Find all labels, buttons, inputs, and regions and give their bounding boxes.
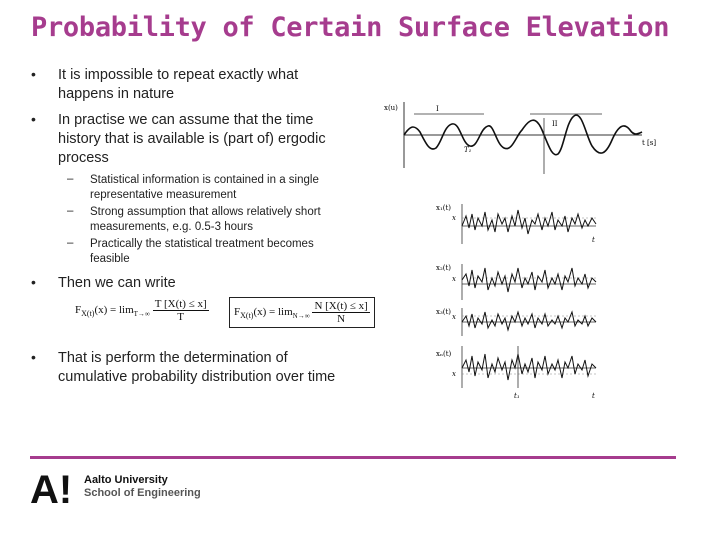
sub-bullet-text: Practically the statistical treatment be… xyxy=(90,237,314,267)
t-axis-label: t [s] xyxy=(642,139,656,147)
x-level-label: x xyxy=(452,275,456,283)
record-2-label: x₂(t) xyxy=(436,264,451,272)
bullet-line: process xyxy=(58,150,109,166)
bullet-text: In practise we can assume that the time … xyxy=(58,111,326,168)
formula-subscript: X(t) xyxy=(240,311,254,321)
bullet-text: It is impossible to repeat exactly what … xyxy=(58,66,298,104)
segment-label: T₁ xyxy=(464,146,472,154)
ensemble-figure: x₁(t) x t x₂(t) x x₃(t) x xₙ(t) x t₁ t xyxy=(436,204,597,400)
sub-bullet-text: Strong assumption that allows relatively… xyxy=(90,205,321,235)
sub-bullet-line: Strong assumption that allows relatively… xyxy=(90,206,321,218)
formula-argument: (x) = lim xyxy=(253,306,293,319)
sub-bullet-line: feasible xyxy=(90,253,130,265)
sub-bullet-line: representative measurement xyxy=(90,189,237,201)
sub-bullet-marker: – xyxy=(67,205,74,217)
formula-denominator: N xyxy=(337,313,346,325)
formula-symbol: F xyxy=(75,304,82,317)
sub-bullet-line: Practically the statistical treatment be… xyxy=(90,238,314,250)
x-level-label: x xyxy=(452,313,456,321)
time-history-curve xyxy=(403,114,643,156)
bullet-line: In practise we can assume that the time xyxy=(58,112,314,128)
bullet-line: cumulative probability distribution over… xyxy=(58,369,336,385)
y-axis-label: x(u) xyxy=(384,104,398,112)
footer-divider xyxy=(30,456,676,459)
slide-title: Probability of Certain Surface Elevation xyxy=(31,12,670,43)
bullet-line: That is perform the determination of xyxy=(58,350,288,366)
formula-subscript: X(t) xyxy=(81,309,95,319)
formula-argument: (x) = lim xyxy=(94,304,134,317)
formula-time-average: FX(t)(x) = limT→∞ T [X(t) ≤ x] T xyxy=(75,298,209,323)
formula-ensemble-average: FX(t)(x) = limN→∞ N [X(t) ≤ x] N xyxy=(229,297,375,328)
bullet-text: That is perform the determination of cum… xyxy=(58,349,335,387)
time-history-figure: x(u) I II T₁ t [s] xyxy=(384,102,656,174)
t1-label: t₁ xyxy=(514,392,520,400)
bullet-line: Then we can write xyxy=(58,275,176,291)
record-1-curve xyxy=(461,209,597,235)
aalto-logo-mark: A! xyxy=(30,468,73,512)
t-axis-label: t xyxy=(592,236,595,244)
bullet-marker: • xyxy=(31,66,36,82)
sub-bullet-marker: – xyxy=(67,173,74,185)
sub-bullet-line: measurements, e.g. 0.5-3 hours xyxy=(90,221,253,233)
formula-numerator: T [X(t) ≤ x] xyxy=(152,298,209,311)
formula-numerator: N [X(t) ≤ x] xyxy=(312,300,370,313)
formula-denominator: T xyxy=(177,311,185,323)
bullet-marker: • xyxy=(31,349,36,365)
record-3-curve xyxy=(461,310,597,332)
formula-fraction: N [X(t) ≤ x] N xyxy=(312,300,370,325)
sub-bullet-line: Statistical information is contained in … xyxy=(90,174,319,186)
formula-symbol: F xyxy=(234,306,241,319)
x-level-label: x xyxy=(452,370,456,378)
bullet-marker: • xyxy=(31,111,36,127)
record-4-label: xₙ(t) xyxy=(436,350,452,358)
logo-university-name: Aalto University xyxy=(84,474,168,486)
sub-bullet-marker: – xyxy=(67,237,74,249)
record-4-curve xyxy=(461,353,597,381)
formula-limit: N→∞ xyxy=(292,312,310,321)
record-2-curve xyxy=(461,267,597,293)
record-3-label: x₃(t) xyxy=(436,308,451,316)
formula-limit: T→∞ xyxy=(133,310,150,319)
bullet-line: history that is available is (part of) e… xyxy=(58,131,326,147)
interval-ii-label: II xyxy=(552,120,558,128)
sub-bullet-text: Statistical information is contained in … xyxy=(90,173,319,203)
formula-fraction: T [X(t) ≤ x] T xyxy=(152,298,209,323)
bullet-marker: • xyxy=(31,274,36,290)
interval-i-label: I xyxy=(436,105,439,113)
bullet-line: happens in nature xyxy=(58,86,175,102)
bullet-text: Then we can write xyxy=(58,274,176,293)
x-level-label: x xyxy=(452,214,456,222)
bullet-line: It is impossible to repeat exactly what xyxy=(58,67,299,83)
t-axis-label: t xyxy=(592,392,595,400)
record-1-label: x₁(t) xyxy=(436,204,451,212)
logo-school-name: School of Engineering xyxy=(84,487,201,499)
